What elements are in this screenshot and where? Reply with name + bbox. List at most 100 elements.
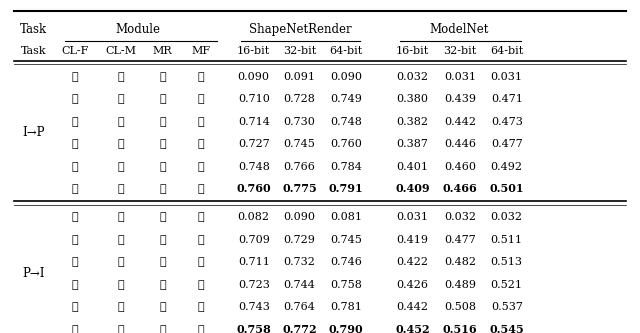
Text: ✓: ✓ bbox=[118, 139, 125, 149]
Text: 0.723: 0.723 bbox=[238, 280, 269, 290]
Text: MR: MR bbox=[153, 46, 172, 56]
Text: MF: MF bbox=[191, 46, 211, 56]
Text: 0.442: 0.442 bbox=[396, 302, 428, 312]
Text: 0.745: 0.745 bbox=[330, 235, 362, 245]
Text: ✗: ✗ bbox=[118, 72, 125, 82]
Text: ✓: ✓ bbox=[198, 325, 204, 333]
Text: ✓: ✓ bbox=[71, 94, 78, 104]
Text: 64-bit: 64-bit bbox=[490, 46, 524, 56]
Text: 0.537: 0.537 bbox=[491, 302, 523, 312]
Text: CL-F: CL-F bbox=[61, 46, 88, 56]
Text: 0.760: 0.760 bbox=[330, 139, 362, 149]
Text: 0.489: 0.489 bbox=[444, 280, 476, 290]
Text: ✗: ✗ bbox=[159, 257, 166, 267]
Text: ✗: ✗ bbox=[159, 139, 166, 149]
Text: 0.471: 0.471 bbox=[491, 94, 523, 104]
Text: 0.732: 0.732 bbox=[284, 257, 316, 267]
Text: ✗: ✗ bbox=[198, 94, 204, 104]
Text: 0.032: 0.032 bbox=[396, 72, 428, 82]
Text: ✓: ✓ bbox=[118, 162, 125, 171]
Text: 0.727: 0.727 bbox=[238, 139, 269, 149]
Text: ✗: ✗ bbox=[71, 257, 78, 267]
Text: ✗: ✗ bbox=[198, 280, 204, 290]
Text: ✗: ✗ bbox=[71, 212, 78, 222]
Text: ✓: ✓ bbox=[118, 302, 125, 312]
Text: 0.387: 0.387 bbox=[396, 139, 428, 149]
Text: 0.516: 0.516 bbox=[443, 324, 477, 333]
Text: 0.521: 0.521 bbox=[491, 280, 523, 290]
Text: 0.422: 0.422 bbox=[396, 257, 428, 267]
Text: ✓: ✓ bbox=[71, 184, 78, 194]
Text: 0.082: 0.082 bbox=[237, 212, 269, 222]
Text: ✗: ✗ bbox=[198, 302, 204, 312]
Text: 0.766: 0.766 bbox=[284, 162, 316, 171]
Text: 0.446: 0.446 bbox=[444, 139, 476, 149]
Text: 0.091: 0.091 bbox=[284, 72, 316, 82]
Text: 0.748: 0.748 bbox=[238, 162, 269, 171]
Text: ✓: ✓ bbox=[71, 235, 78, 245]
Text: ✓: ✓ bbox=[118, 257, 125, 267]
Text: 0.090: 0.090 bbox=[330, 72, 362, 82]
Text: ShapeNetRender: ShapeNetRender bbox=[248, 23, 351, 36]
Text: ✗: ✗ bbox=[118, 94, 125, 104]
Text: ✓: ✓ bbox=[71, 139, 78, 149]
Text: 0.032: 0.032 bbox=[491, 212, 523, 222]
Text: 0.442: 0.442 bbox=[444, 117, 476, 127]
Text: 0.032: 0.032 bbox=[444, 212, 476, 222]
Text: 0.401: 0.401 bbox=[396, 162, 428, 171]
Text: 0.426: 0.426 bbox=[396, 280, 428, 290]
Text: 0.743: 0.743 bbox=[238, 302, 269, 312]
Text: 0.513: 0.513 bbox=[491, 257, 523, 267]
Text: ✗: ✗ bbox=[159, 235, 166, 245]
Text: 0.511: 0.511 bbox=[491, 235, 523, 245]
Text: 0.729: 0.729 bbox=[284, 235, 316, 245]
Text: 0.709: 0.709 bbox=[238, 235, 269, 245]
Text: 0.439: 0.439 bbox=[444, 94, 476, 104]
Text: 0.790: 0.790 bbox=[329, 324, 364, 333]
Text: 0.745: 0.745 bbox=[284, 139, 316, 149]
Text: 0.714: 0.714 bbox=[238, 117, 269, 127]
Text: 0.466: 0.466 bbox=[443, 183, 477, 194]
Text: 32-bit: 32-bit bbox=[283, 46, 316, 56]
Text: Task: Task bbox=[20, 46, 46, 56]
Text: 0.501: 0.501 bbox=[490, 183, 524, 194]
Text: ✗: ✗ bbox=[118, 212, 125, 222]
Text: 0.784: 0.784 bbox=[330, 162, 362, 171]
Text: 0.791: 0.791 bbox=[329, 183, 364, 194]
Text: ✓: ✓ bbox=[71, 302, 78, 312]
Text: 0.090: 0.090 bbox=[284, 212, 316, 222]
Text: 16-bit: 16-bit bbox=[396, 46, 429, 56]
Text: Task: Task bbox=[20, 23, 47, 36]
Text: 64-bit: 64-bit bbox=[330, 46, 363, 56]
Text: 0.728: 0.728 bbox=[284, 94, 316, 104]
Text: ✓: ✓ bbox=[159, 325, 166, 333]
Text: I→P: I→P bbox=[22, 126, 45, 139]
Text: 0.508: 0.508 bbox=[444, 302, 476, 312]
Text: 0.748: 0.748 bbox=[330, 117, 362, 127]
Text: 0.477: 0.477 bbox=[491, 139, 523, 149]
Text: 0.744: 0.744 bbox=[284, 280, 316, 290]
Text: 0.460: 0.460 bbox=[444, 162, 476, 171]
Text: ✓: ✓ bbox=[118, 325, 125, 333]
Text: 0.775: 0.775 bbox=[282, 183, 317, 194]
Text: ModelNet: ModelNet bbox=[430, 23, 489, 36]
Text: ✓: ✓ bbox=[71, 325, 78, 333]
Text: 0.031: 0.031 bbox=[444, 72, 476, 82]
Text: ✗: ✗ bbox=[71, 117, 78, 127]
Text: ✗: ✗ bbox=[198, 235, 204, 245]
Text: 0.492: 0.492 bbox=[491, 162, 523, 171]
Text: ✗: ✗ bbox=[118, 235, 125, 245]
Text: 0.382: 0.382 bbox=[396, 117, 428, 127]
Text: ✓: ✓ bbox=[118, 117, 125, 127]
Text: 0.380: 0.380 bbox=[396, 94, 428, 104]
Text: ✓: ✓ bbox=[118, 184, 125, 194]
Text: ✗: ✗ bbox=[159, 280, 166, 290]
Text: 0.711: 0.711 bbox=[238, 257, 269, 267]
Text: 0.545: 0.545 bbox=[490, 324, 524, 333]
Text: 0.781: 0.781 bbox=[330, 302, 362, 312]
Text: 32-bit: 32-bit bbox=[444, 46, 477, 56]
Text: ✓: ✓ bbox=[159, 184, 166, 194]
Text: ✓: ✓ bbox=[159, 162, 166, 171]
Text: ✗: ✗ bbox=[71, 72, 78, 82]
Text: P→I: P→I bbox=[22, 267, 45, 280]
